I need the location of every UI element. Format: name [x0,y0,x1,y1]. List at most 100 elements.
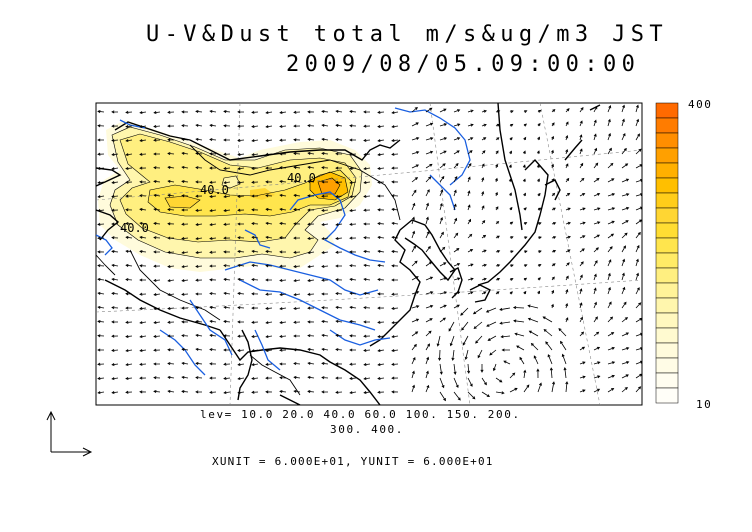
wind-arrow [537,250,542,254]
wind-arrow [607,132,611,141]
wind-arrow [411,384,415,393]
wind-arrow [181,110,189,114]
wind-arrow [97,291,105,295]
wind-arrow [111,348,119,352]
wind-arrow [97,208,105,213]
wind-arrow [579,148,583,155]
wind-arrow [167,208,175,212]
wind-arrow [125,110,133,114]
wind-arrow [436,335,441,347]
wind-arrow [523,207,527,211]
wind-arrow [181,236,189,240]
wind-arrow [251,390,259,394]
wind-arrow [425,276,434,281]
wind-arrow [167,236,175,240]
wind-arrow [411,202,416,211]
wind-arrow [593,346,601,351]
wind-arrow [125,334,133,339]
wind-arrow [509,150,512,155]
wind-arrow [565,275,569,281]
wind-arrow [251,278,259,282]
colorbar-swatch [655,357,679,374]
wind-arrow [111,110,119,114]
wind-arrow [307,165,315,169]
contour-levels-line1: lev= 10.0 20.0 40.0 60.0 100. 150. 200. [200,408,521,421]
wind-arrow [167,179,175,183]
wind-arrow [111,250,119,254]
wind-arrow [579,207,586,211]
wind-arrow [439,231,444,239]
wind-arrow [139,207,147,212]
wind-arrow [635,347,642,351]
wind-arrow [411,305,420,309]
wind-arrow [307,194,315,198]
wind-arrow [111,306,119,310]
wind-arrow [439,108,447,113]
wind-arrow [181,222,189,226]
wind-arrow [411,318,420,323]
vector-units: XUNIT = 6.000E+01, YUNIT = 6.000E+01 [212,455,494,468]
wind-arrow [537,122,541,127]
wind-arrow [377,376,385,380]
wind-arrow [391,235,399,239]
wind-arrow [411,260,418,267]
wind-arrow [467,377,473,387]
wind-arrow [464,349,469,361]
wind-arrow [195,123,203,127]
colorbar-swatch [655,117,679,134]
wind-arrow [411,177,419,183]
wind-arrow [237,277,245,281]
wind-arrow [265,221,273,225]
wind-arrow [593,260,598,267]
wind-arrow [565,149,569,155]
wind-arrow [97,334,105,338]
wind-arrow [411,290,420,295]
wind-arrow [453,123,461,127]
wind-arrow [593,331,600,337]
wind-arrow [635,231,641,239]
wind-arrow [223,376,231,380]
wind-arrow [495,137,500,141]
wind-arrow [551,109,556,113]
wind-arrow [321,151,329,156]
wind-arrow [551,192,556,197]
dust-shading [98,120,372,272]
wind-arrow [307,265,315,269]
wind-arrow [251,334,259,339]
wind-arrow [335,305,343,310]
wind-arrow [522,164,526,169]
wind-arrow [363,348,371,352]
wind-arrow [607,105,612,113]
wind-arrow [453,391,461,401]
wind-arrow [293,208,301,212]
wind-arrow [545,341,553,351]
wind-arrow [153,221,161,226]
wind-arrow [425,122,434,127]
colorbar-max-label: 400 [688,98,713,111]
wind-arrow [565,289,569,295]
wind-arrow [153,307,161,311]
wind-arrow [621,317,629,323]
wind-arrow [495,123,501,127]
wind-arrow [167,193,175,198]
wind-arrow [335,362,343,366]
wind-arrow [223,208,231,213]
wind-arrow [265,235,273,239]
wind-arrow [523,290,527,295]
wind-arrow [565,177,570,183]
wind-arrow [279,207,287,211]
wind-arrow [509,206,513,211]
wind-arrow [335,333,343,338]
wind-arrow [167,110,175,114]
wind-arrow [565,249,571,253]
wind-arrow [251,208,259,212]
wind-arrow [522,178,526,183]
wind-arrow [279,250,287,254]
wind-arrow [453,304,460,309]
wind-arrow [279,138,287,142]
wind-arrow [237,362,245,367]
wind-arrow [265,264,273,268]
wind-arrow [153,166,161,170]
wind-arrow [593,301,597,309]
wind-arrow [237,152,245,157]
